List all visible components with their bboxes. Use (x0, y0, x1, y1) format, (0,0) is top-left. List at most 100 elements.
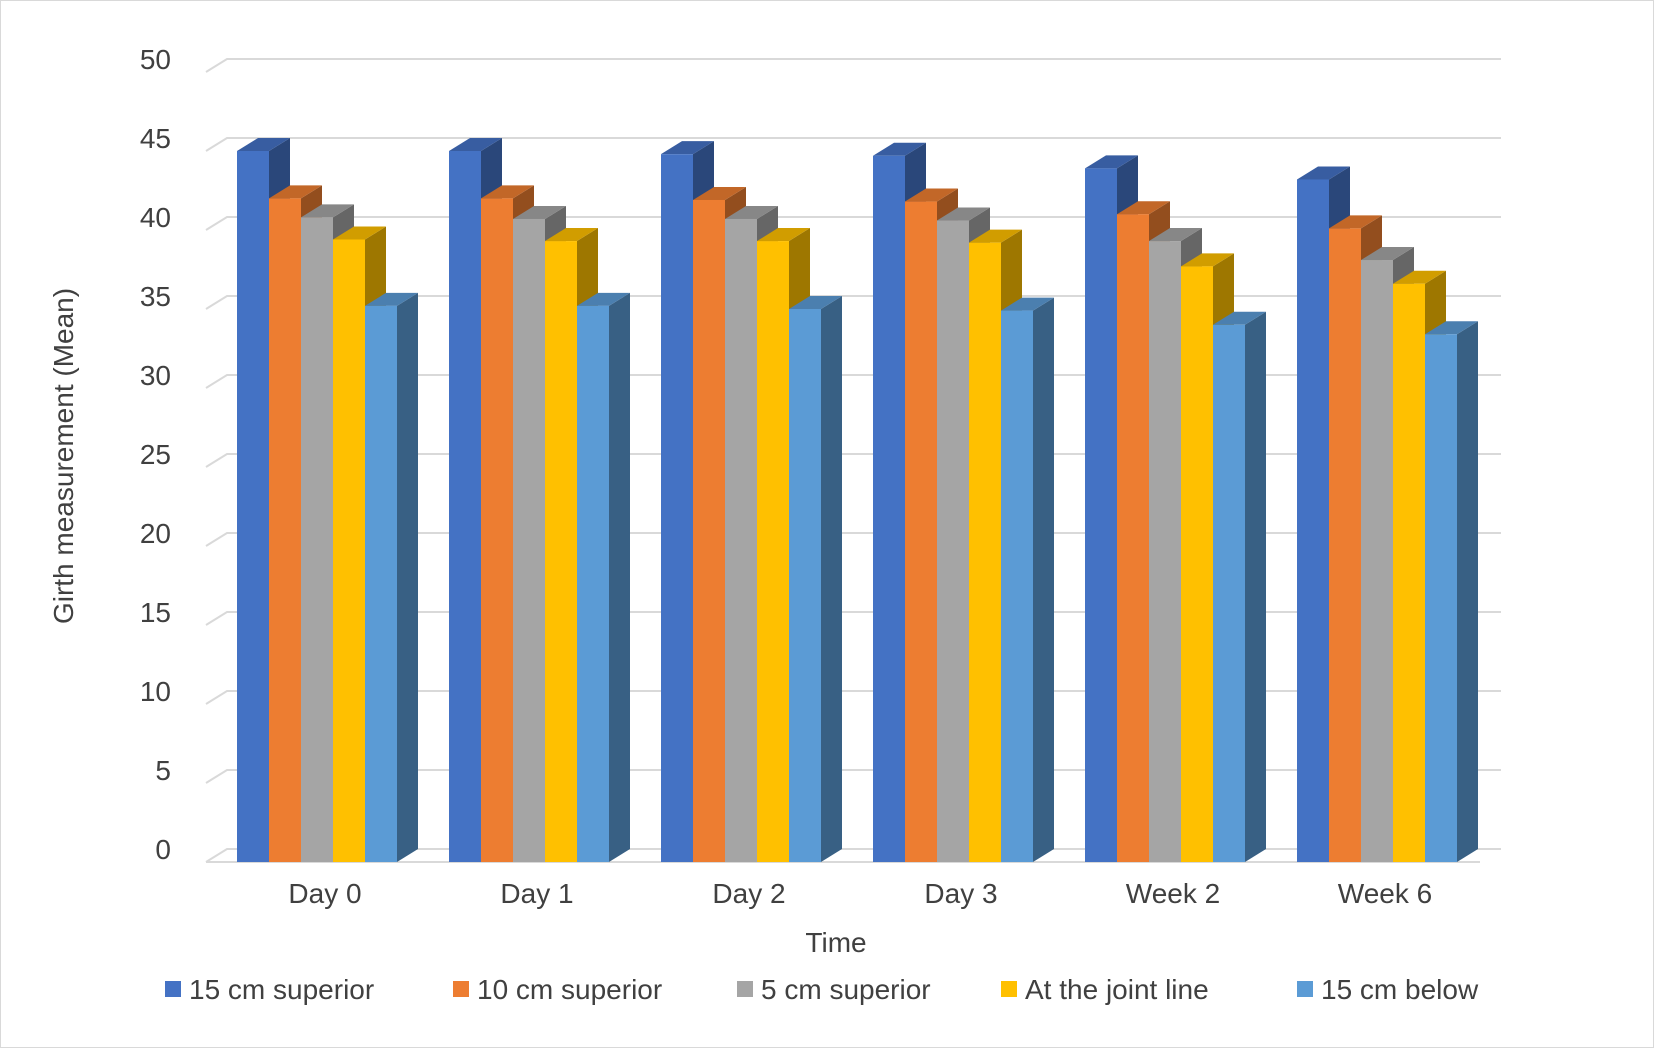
bar-top (757, 228, 810, 242)
bar-front (693, 199, 725, 863)
bar-side (1457, 321, 1478, 862)
legend-item: 15 cm below (1297, 974, 1479, 1005)
bar-15-cm-below-day-2 (789, 296, 842, 862)
bar-top (577, 292, 630, 306)
bar-front (449, 151, 481, 862)
bar-front (1117, 214, 1149, 862)
bar-front (1181, 266, 1213, 863)
bar-front (661, 154, 693, 862)
bar-front (1393, 283, 1425, 863)
legend-swatch (1001, 981, 1017, 997)
bar-front (577, 305, 609, 863)
bar-top (513, 205, 566, 219)
bar-top (1117, 201, 1170, 215)
legend-item: 5 cm superior (737, 974, 931, 1005)
bar-15-cm-below-day-3 (1001, 297, 1054, 863)
gridline-20 (205, 532, 1501, 547)
y-tick-label: 40 (140, 202, 171, 233)
gridlines (205, 58, 1501, 863)
bar-front (365, 305, 397, 863)
bar-front (333, 239, 365, 863)
bar-15-cm-below-day-0 (365, 292, 418, 863)
legend-item: 15 cm superior (165, 974, 374, 1005)
y-tick-label: 35 (140, 281, 171, 312)
bar-front (905, 201, 937, 862)
gridline-5 (205, 769, 1501, 784)
gridline-35 (205, 295, 1501, 310)
bar-top (1181, 253, 1234, 267)
legend-swatch (737, 981, 753, 997)
y-tick-label: 25 (140, 439, 171, 470)
bar-top (545, 228, 598, 242)
legend-label: 5 cm superior (761, 974, 931, 1005)
legend-item: At the joint line (1001, 974, 1209, 1005)
x-tick-label: Week 6 (1338, 878, 1432, 909)
bar-top (1393, 270, 1446, 284)
bar-front (757, 241, 789, 862)
gridline-25 (205, 453, 1501, 468)
y-tick-label: 5 (155, 755, 171, 786)
bar-top (1213, 311, 1266, 325)
bar-top (969, 229, 1022, 243)
legend-item: 10 cm superior (453, 974, 662, 1005)
y-tick-label: 10 (140, 676, 171, 707)
bar-side (1245, 311, 1266, 862)
bar-front (1085, 168, 1117, 862)
bar-front (937, 220, 969, 862)
gridline-0 (205, 848, 1501, 863)
y-tick-label: 30 (140, 360, 171, 391)
x-tick-label: Day 2 (712, 878, 785, 909)
bar-front (1329, 228, 1361, 863)
bar-front (481, 198, 513, 862)
bar-front (1297, 179, 1329, 862)
x-tick-label: Day 1 (500, 878, 573, 909)
bar-front (1213, 324, 1245, 862)
bar-front (301, 217, 333, 863)
bar-front (1361, 260, 1393, 862)
bar-top (1361, 247, 1414, 261)
bar-top (481, 185, 534, 199)
bar-top (1149, 228, 1202, 242)
gridline-45 (205, 137, 1501, 152)
bar-15-cm-below-week-6 (1425, 321, 1478, 862)
bar-top (1329, 215, 1382, 229)
bar-top (937, 207, 990, 221)
bar-top (661, 141, 714, 155)
legend-swatch (453, 981, 469, 997)
bar-front (789, 309, 821, 862)
y-tick-label: 15 (140, 597, 171, 628)
bar-15-cm-below-week-2 (1213, 311, 1266, 862)
x-tick-label: Week 2 (1126, 878, 1220, 909)
bars (237, 138, 1478, 863)
bar-front (237, 151, 269, 862)
y-axis-label: Girth measurement (Mean) (48, 288, 79, 624)
y-tick-label: 0 (155, 834, 171, 865)
bar-front (545, 241, 577, 862)
bar-top (789, 296, 842, 309)
bar-top (365, 292, 418, 306)
gridline-15 (205, 611, 1501, 626)
legend-label: 15 cm below (1321, 974, 1479, 1005)
bar-top (237, 138, 290, 151)
legend-swatch (165, 981, 181, 997)
y-tick-label: 45 (140, 123, 171, 154)
x-axis-ticks: Day 0 Day 1 Day 2 Day 3 Week 2 Week 6 (288, 878, 1432, 909)
bar-top (1297, 166, 1350, 180)
legend: 15 cm superior 10 cm superior 5 cm superio… (165, 974, 1479, 1005)
bar-15-cm-below-day-1 (577, 292, 630, 863)
bar-front (969, 242, 1001, 862)
bar-front (269, 198, 301, 862)
bar-top (333, 226, 386, 240)
bar-top (449, 138, 502, 151)
x-axis-label: Time (805, 927, 866, 958)
bar-side (821, 296, 842, 862)
bar-side (1033, 297, 1054, 863)
bar-front (513, 218, 545, 862)
bar-front (1425, 334, 1457, 862)
bar-top (1085, 155, 1138, 169)
legend-label: 10 cm superior (477, 974, 662, 1005)
bar-front (1001, 310, 1033, 863)
gridline-10 (205, 690, 1501, 705)
